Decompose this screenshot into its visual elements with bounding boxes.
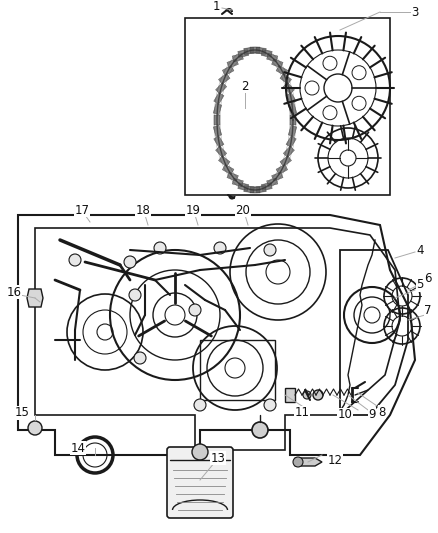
Circle shape (303, 391, 311, 399)
Polygon shape (286, 136, 296, 148)
Text: 8: 8 (378, 406, 386, 418)
Polygon shape (280, 156, 292, 166)
Polygon shape (214, 136, 224, 148)
Polygon shape (250, 187, 260, 193)
Circle shape (293, 457, 303, 467)
Polygon shape (272, 59, 283, 68)
Text: 10: 10 (338, 408, 353, 422)
Circle shape (194, 399, 206, 411)
Circle shape (352, 66, 366, 80)
Text: 3: 3 (411, 5, 419, 19)
Circle shape (323, 56, 337, 70)
Polygon shape (238, 183, 249, 190)
Polygon shape (285, 388, 295, 402)
Polygon shape (213, 125, 222, 136)
Polygon shape (215, 83, 227, 94)
Polygon shape (213, 103, 222, 115)
Polygon shape (244, 47, 254, 54)
Polygon shape (283, 146, 294, 157)
Text: 20: 20 (236, 204, 251, 216)
Polygon shape (227, 172, 238, 181)
Polygon shape (219, 74, 230, 84)
Polygon shape (244, 185, 254, 192)
Circle shape (69, 254, 81, 266)
Text: 6: 6 (424, 271, 432, 285)
Polygon shape (227, 59, 238, 68)
Polygon shape (250, 47, 260, 53)
FancyBboxPatch shape (167, 447, 233, 518)
Text: 17: 17 (74, 204, 89, 216)
Text: 9: 9 (368, 408, 376, 421)
Circle shape (305, 81, 319, 95)
Text: 16: 16 (7, 286, 21, 298)
Polygon shape (214, 115, 220, 125)
Polygon shape (238, 50, 249, 57)
Text: 2: 2 (241, 79, 249, 93)
Circle shape (264, 244, 276, 256)
Circle shape (134, 352, 146, 364)
Polygon shape (232, 178, 244, 187)
Polygon shape (214, 93, 224, 104)
Circle shape (129, 289, 141, 301)
Text: 1: 1 (212, 1, 220, 13)
Text: 7: 7 (424, 303, 432, 317)
Circle shape (189, 304, 201, 316)
Polygon shape (272, 172, 283, 181)
Circle shape (28, 421, 42, 435)
Circle shape (124, 256, 136, 268)
Polygon shape (261, 183, 272, 190)
Text: 4: 4 (416, 244, 424, 256)
Text: 13: 13 (211, 451, 226, 464)
Circle shape (352, 96, 366, 110)
Polygon shape (295, 458, 322, 466)
Circle shape (313, 390, 323, 400)
Polygon shape (219, 156, 230, 166)
Text: 12: 12 (328, 454, 343, 466)
Polygon shape (288, 125, 297, 136)
Polygon shape (276, 66, 288, 76)
Polygon shape (283, 83, 294, 94)
Circle shape (252, 422, 268, 438)
Polygon shape (280, 74, 292, 84)
Polygon shape (223, 165, 234, 174)
Polygon shape (288, 103, 297, 115)
Circle shape (264, 399, 276, 411)
Circle shape (192, 444, 208, 460)
Polygon shape (215, 146, 227, 157)
Text: 14: 14 (71, 441, 85, 455)
Polygon shape (290, 115, 296, 125)
Polygon shape (256, 47, 266, 54)
Polygon shape (267, 53, 278, 62)
Polygon shape (267, 178, 278, 187)
Circle shape (323, 106, 337, 120)
Circle shape (154, 242, 166, 254)
Polygon shape (223, 66, 234, 76)
Polygon shape (256, 185, 266, 192)
Text: 5: 5 (416, 279, 424, 292)
Polygon shape (276, 165, 288, 174)
Polygon shape (27, 289, 43, 307)
Text: 18: 18 (136, 204, 150, 216)
Circle shape (214, 242, 226, 254)
Polygon shape (261, 50, 272, 57)
Text: 19: 19 (186, 204, 201, 216)
Text: 15: 15 (14, 407, 29, 419)
Polygon shape (286, 93, 296, 104)
Text: 11: 11 (294, 407, 310, 419)
Polygon shape (232, 53, 244, 62)
